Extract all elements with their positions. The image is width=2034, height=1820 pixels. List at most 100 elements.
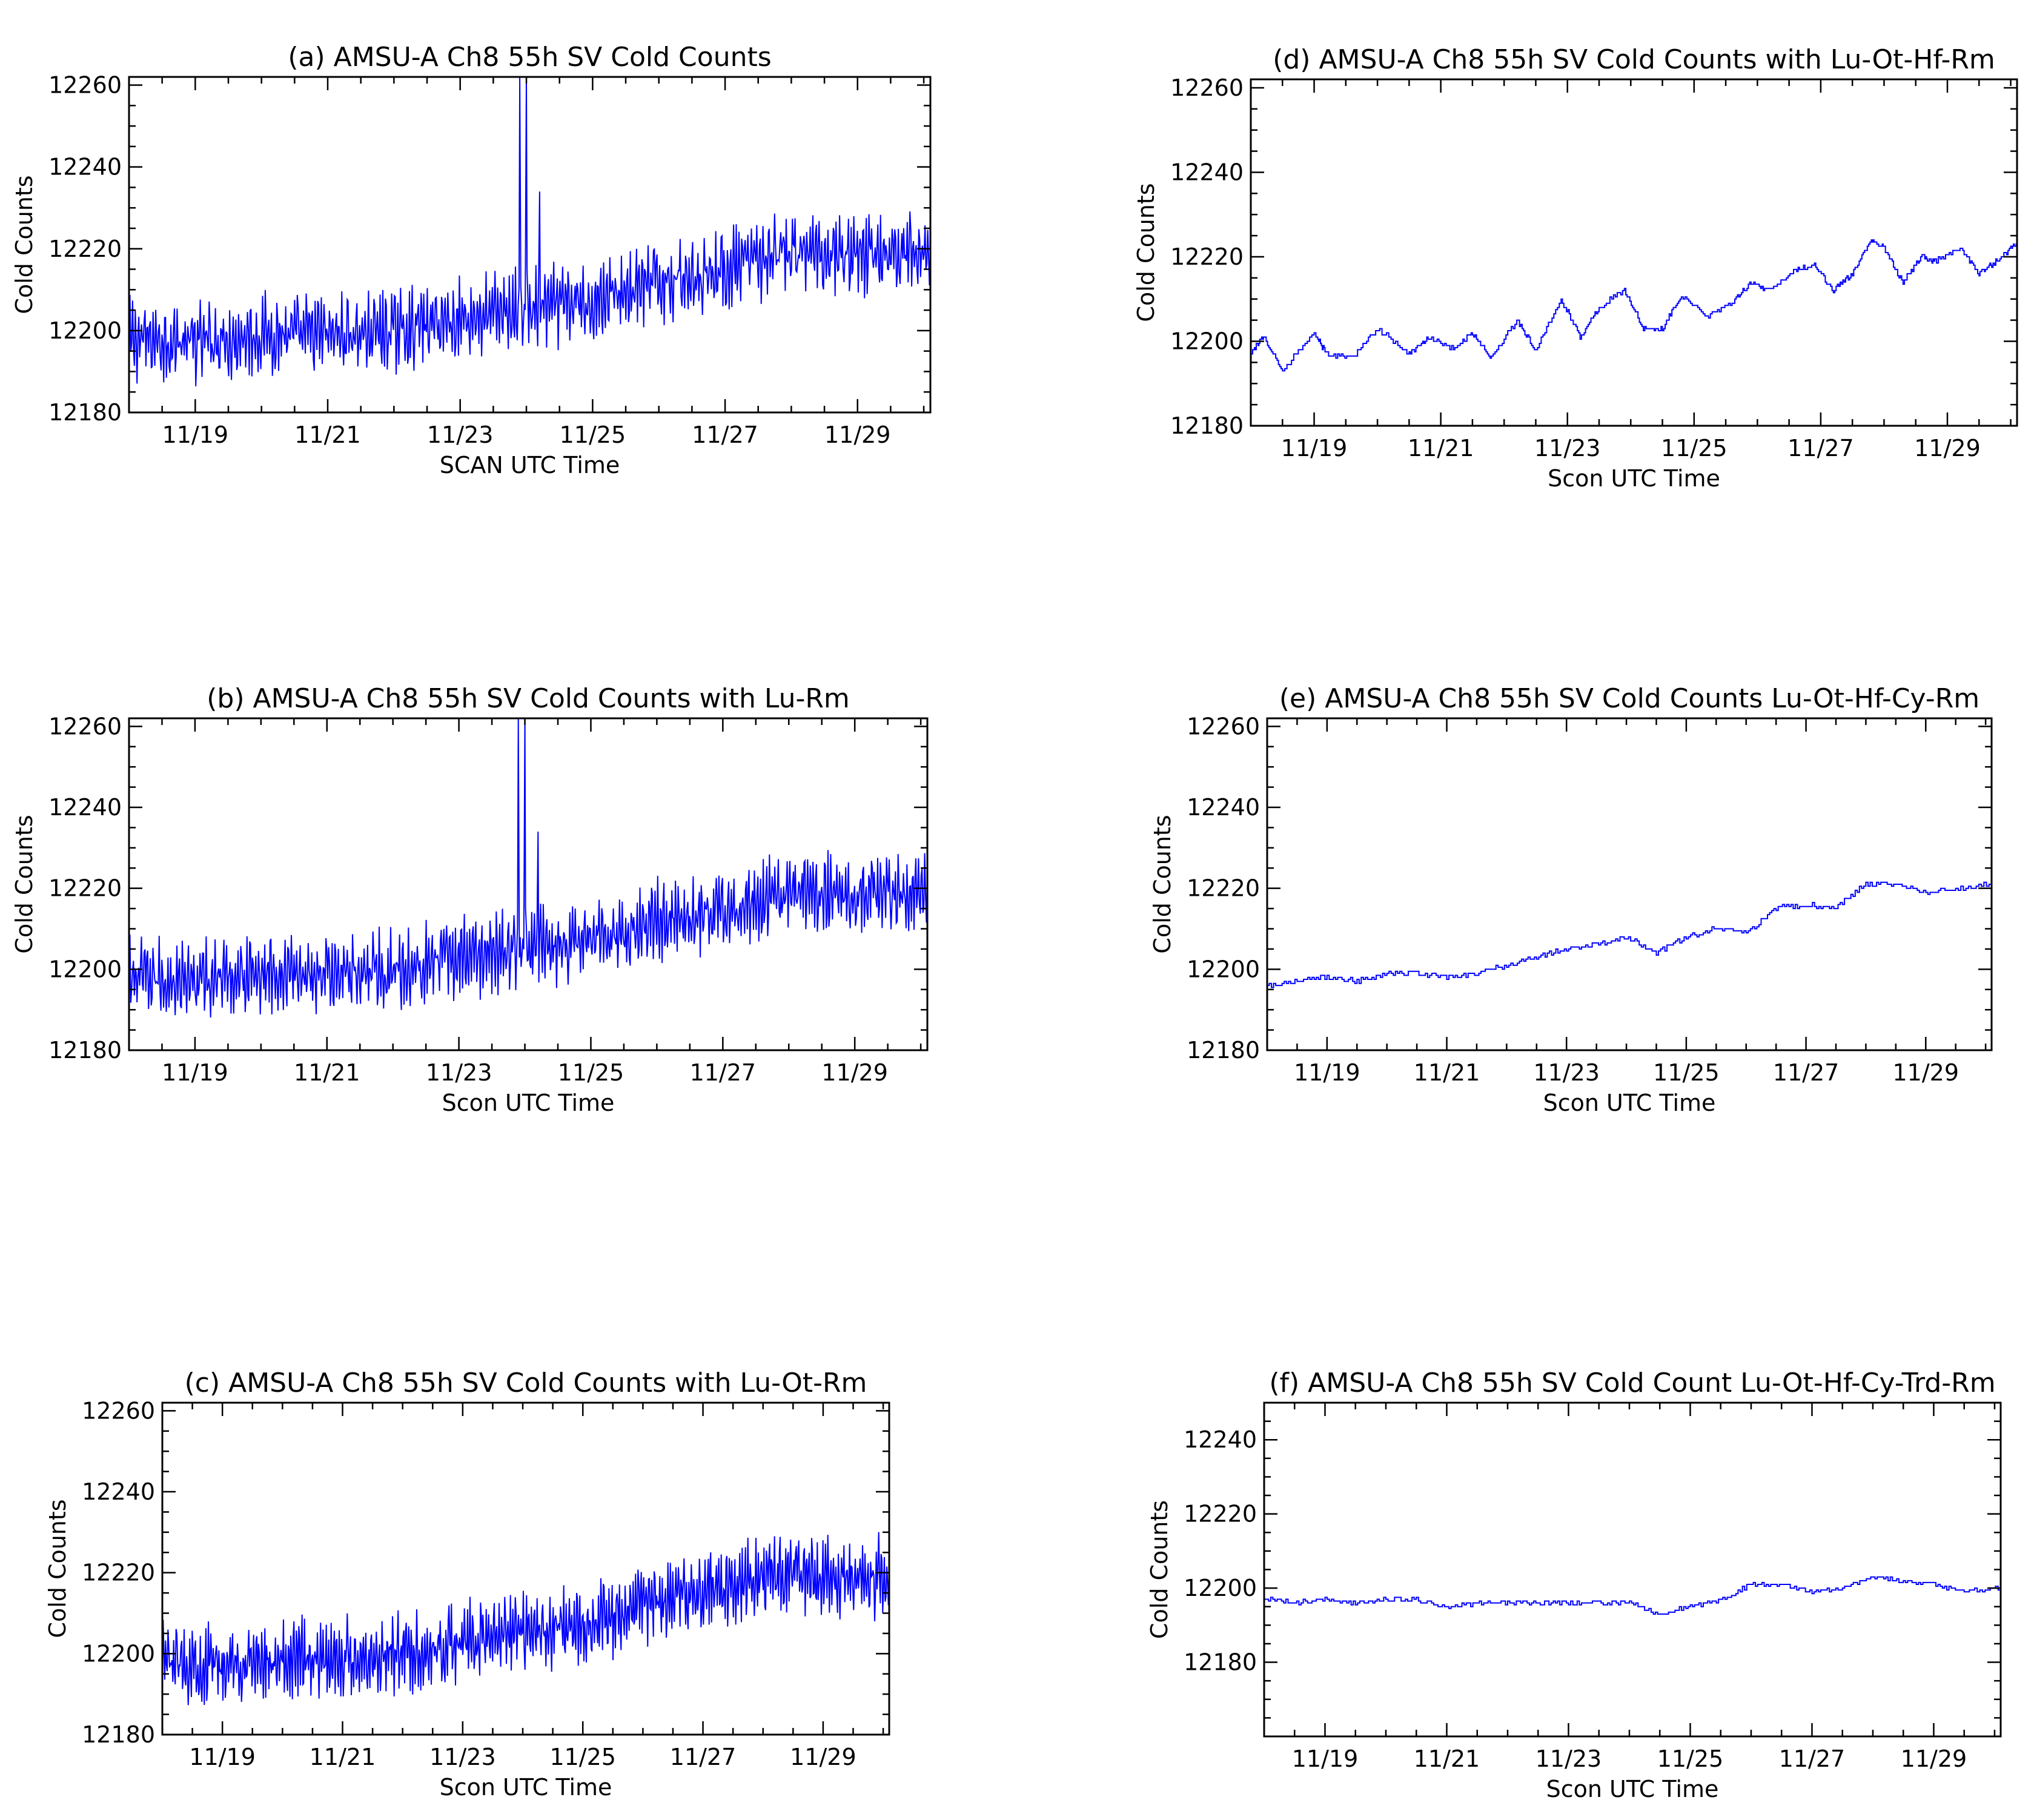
series-line-f [1264,1576,2001,1615]
y-tick-label-c: 12180 [82,1721,155,1748]
y-axis-label-d: Cold Counts [1133,183,1159,322]
y-tick-label-f: 12200 [1184,1575,1257,1601]
chart-panel-f: (f) AMSU-A Ch8 55h SV Cold Count Lu-Ot-H… [1146,1368,2002,1802]
y-tick-label-d: 12180 [1170,412,1244,439]
y-tick-label-b: 12260 [48,713,122,740]
series-line-d [1251,239,2017,372]
x-axis-label-a: SCAN UTC Time [440,452,620,478]
chart-title-d: (d) AMSU-A Ch8 55h SV Cold Counts with L… [1273,44,1995,75]
y-tick-label-e: 12260 [1187,713,1260,740]
x-tick-label-d: 11/19 [1281,435,1348,462]
x-tick-label-c: 11/21 [310,1744,376,1770]
series-line-b [129,718,927,1018]
x-tick-label-e: 11/23 [1533,1059,1600,1086]
x-tick-label-a: 11/21 [294,422,361,448]
x-tick-label-d: 11/23 [1534,435,1601,462]
x-tick-label-b: 11/27 [690,1059,757,1086]
x-tick-label-f: 11/23 [1535,1746,1602,1772]
y-tick-label-f: 12180 [1184,1649,1257,1676]
series-line-a [129,77,930,386]
x-tick-label-e: 11/25 [1653,1059,1720,1086]
y-tick-label-e: 12180 [1187,1037,1260,1064]
x-axis-label-f: Scon UTC Time [1546,1776,1719,1802]
y-tick-label-a: 12240 [48,154,122,180]
x-tick-label-d: 11/25 [1661,435,1728,462]
x-tick-label-f: 11/29 [1901,1746,1967,1772]
plot-frame-b [128,717,929,1051]
y-tick-label-f: 12240 [1184,1426,1257,1453]
x-axis-label-c: Scon UTC Time [440,1774,612,1801]
y-axis-label-c: Cold Counts [44,1499,71,1638]
x-tick-label-b: 11/23 [426,1059,492,1086]
chart-panel-c: (c) AMSU-A Ch8 55h SV Cold Counts with L… [44,1368,890,1801]
x-tick-label-d: 11/29 [1914,435,1981,462]
x-tick-label-b: 11/29 [821,1059,888,1086]
chart-panel-d: (d) AMSU-A Ch8 55h SV Cold Counts with L… [1133,44,2018,492]
y-tick-label-c: 12260 [82,1397,155,1424]
x-tick-label-a: 11/25 [560,422,626,448]
x-tick-label-d: 11/27 [1787,435,1854,462]
y-tick-label-d: 12240 [1170,159,1244,185]
x-tick-label-a: 11/27 [692,422,758,448]
y-tick-label-d: 12260 [1170,74,1244,101]
x-tick-label-c: 11/19 [189,1744,256,1770]
x-tick-label-a: 11/19 [162,422,229,448]
y-axis-label-a: Cold Counts [11,175,38,314]
x-axis-label-b: Scon UTC Time [442,1090,615,1116]
x-tick-label-b: 11/19 [162,1059,228,1086]
series-line-c [162,1532,889,1706]
x-tick-label-e: 11/19 [1294,1059,1360,1086]
x-tick-label-a: 11/29 [824,422,891,448]
y-axis-label-e: Cold Counts [1149,815,1176,953]
chart-panel-b: (b) AMSU-A Ch8 55h SV Cold Counts with L… [11,683,929,1116]
plot-frame-d [1250,78,2018,427]
x-tick-label-f: 11/19 [1292,1746,1359,1772]
y-tick-label-c: 12240 [82,1478,155,1505]
chart-title-f: (f) AMSU-A Ch8 55h SV Cold Count Lu-Ot-H… [1269,1368,1995,1398]
x-tick-label-b: 11/21 [294,1059,360,1086]
plot-frame-c [161,1401,890,1736]
y-tick-label-e: 12220 [1187,875,1260,902]
chart-panel-a: (a) AMSU-A Ch8 55h SV Cold Counts 12180 12… [11,42,932,478]
x-tick-label-f: 11/21 [1414,1746,1480,1772]
y-tick-label-a: 12220 [48,236,122,262]
y-tick-label-a: 12260 [48,72,122,99]
y-tick-label-b: 12180 [48,1037,122,1064]
y-tick-label-b: 12200 [48,956,122,982]
plot-frame-a [128,76,932,414]
x-tick-label-f: 11/25 [1657,1746,1724,1772]
y-tick-label-a: 12180 [48,399,122,426]
y-tick-label-a: 12200 [48,317,122,344]
x-tick-label-f: 11/27 [1779,1746,1846,1772]
y-tick-label-f: 12220 [1184,1501,1257,1527]
y-tick-label-e: 12200 [1187,956,1260,982]
chart-panel-e: (e) AMSU-A Ch8 55h SV Cold Counts Lu-Ot-… [1149,683,1993,1116]
x-axis-label-d: Scon UTC Time [1548,465,1720,492]
y-tick-label-c: 12200 [82,1640,155,1667]
x-tick-label-c: 11/29 [790,1744,856,1770]
x-tick-label-e: 11/27 [1773,1059,1840,1086]
chart-title-e: (e) AMSU-A Ch8 55h SV Cold Counts Lu-Ot-… [1279,683,1979,714]
y-tick-label-d: 12200 [1170,328,1244,354]
chart-title-b: (b) AMSU-A Ch8 55h SV Cold Counts with L… [207,683,850,714]
y-tick-label-d: 12220 [1170,243,1244,270]
x-tick-label-c: 11/27 [670,1744,737,1770]
y-tick-label-b: 12240 [48,794,122,821]
plot-frame-e [1266,717,1993,1051]
x-tick-label-c: 11/25 [549,1744,616,1770]
y-axis-label-f: Cold Counts [1146,1500,1173,1639]
x-axis-label-e: Scon UTC Time [1543,1090,1716,1116]
x-tick-label-b: 11/25 [558,1059,624,1086]
y-axis-label-b: Cold Counts [11,815,38,953]
y-tick-label-c: 12220 [82,1560,155,1586]
chart-title-c: (c) AMSU-A Ch8 55h SV Cold Counts with L… [185,1368,867,1398]
series-line-e [1267,881,1992,988]
x-tick-label-a: 11/23 [427,422,494,448]
y-tick-label-e: 12240 [1187,794,1260,821]
chart-title-a: (a) AMSU-A Ch8 55h SV Cold Counts [288,42,771,73]
x-tick-label-e: 11/29 [1893,1059,1959,1086]
x-tick-label-d: 11/21 [1408,435,1474,462]
x-tick-label-c: 11/23 [429,1744,496,1770]
